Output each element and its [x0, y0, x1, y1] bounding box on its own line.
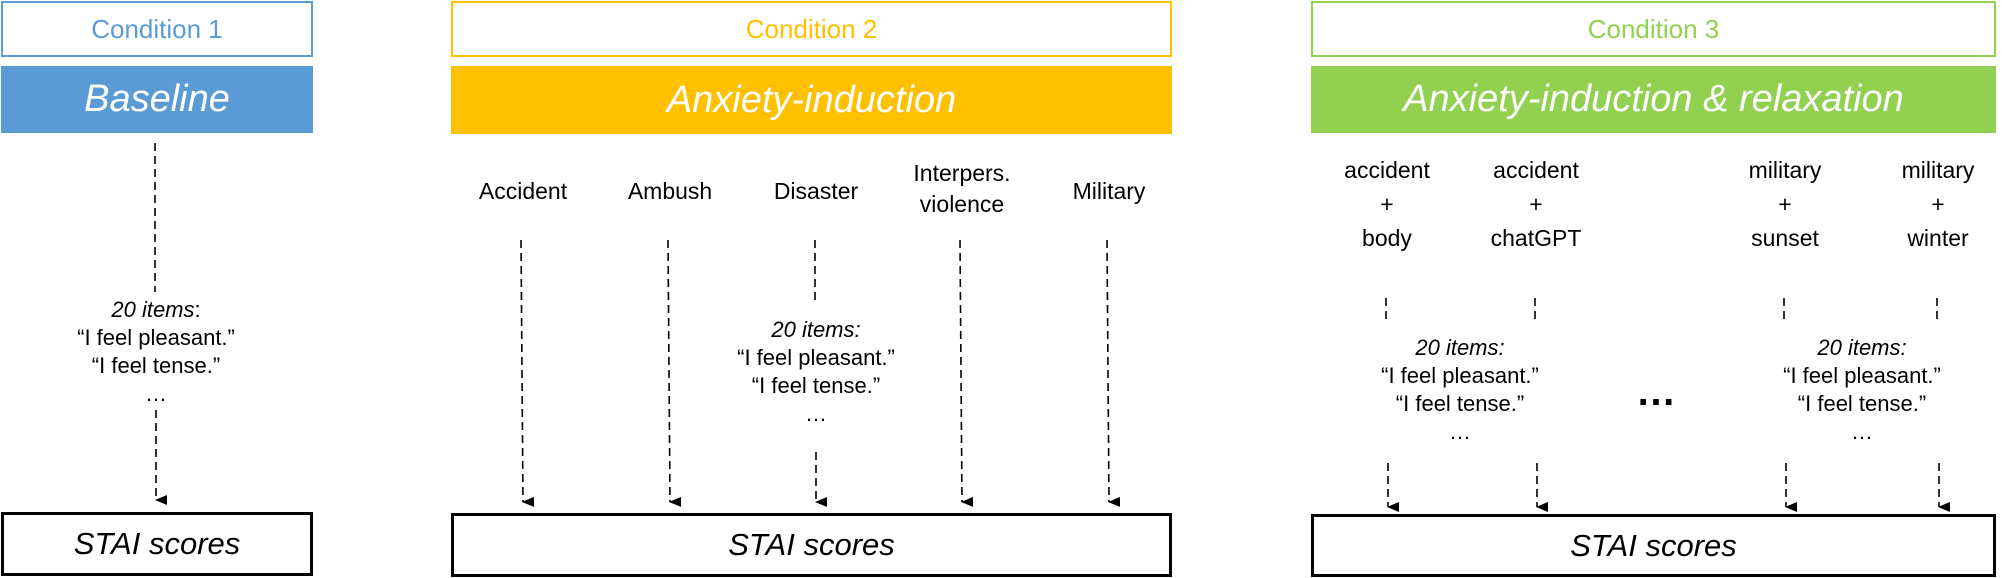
condition3-stai-box: STAI scores [1311, 514, 1996, 577]
label-line: sunset [1751, 225, 1819, 251]
label-line: body [1362, 225, 1412, 251]
narrative-interpersonal-violence: Interpers. violence [913, 158, 1010, 220]
combo-military-sunset: military + sunset [1749, 153, 1822, 255]
c2-arrow-ambush [667, 239, 682, 507]
label-line: Interpers. [913, 160, 1011, 186]
items-ellipsis: … [145, 381, 167, 406]
combo-accident-chatgpt: accident + chatGPT [1491, 153, 1582, 255]
narrative-ambush: Ambush [627, 178, 713, 204]
plus: + [1380, 191, 1394, 217]
items-count: 20 items: [771, 317, 861, 342]
label-line: military [1748, 157, 1822, 183]
condition3-items-right: 20 items: “I feel pleasant.” “I feel ten… [1783, 334, 1941, 446]
items-count: 20 items [111, 297, 195, 322]
item-line: “I feel pleasant.” [1381, 363, 1539, 388]
more-conditions-ellipsis: … [1636, 370, 1676, 414]
items-count: 20 items: [1415, 335, 1505, 360]
label-line: military [1901, 157, 1975, 183]
combo-military-winter: military + winter [1902, 153, 1975, 255]
items-ellipsis: … [1449, 419, 1471, 444]
condition1-items: 20 items: “I feel pleasant.” “I feel ten… [77, 296, 235, 408]
items-count: 20 items: [1817, 335, 1907, 360]
item-line: “I feel tense.” [751, 373, 881, 398]
c2-arrow-military [1106, 239, 1121, 507]
item-line: “I feel tense.” [1797, 391, 1927, 416]
label-line: accident [1344, 157, 1430, 183]
plus: + [1931, 191, 1945, 217]
condition2-stai-box: STAI scores [451, 513, 1172, 577]
c2-arrow-accident [520, 239, 535, 507]
narrative-disaster: Disaster [773, 178, 859, 204]
condition3-title: Anxiety-induction & relaxation [1311, 66, 1996, 133]
condition1-header: Condition 1 [1, 1, 313, 57]
label-line: winter [1907, 225, 1969, 251]
combo-accident-body: accident + body [1344, 153, 1430, 255]
condition3-header: Condition 3 [1311, 1, 1996, 57]
item-line: “I feel pleasant.” [737, 345, 895, 370]
narrative-military: Military [1072, 178, 1146, 204]
plus: + [1529, 191, 1543, 217]
c2-arrow-interpers [959, 239, 974, 507]
item-line: “I feel tense.” [91, 353, 221, 378]
label-line: violence [919, 191, 1005, 217]
condition2-title: Anxiety-induction [451, 66, 1172, 134]
item-line: “I feel pleasant.” [1783, 363, 1941, 388]
label-line: accident [1493, 157, 1579, 183]
items-ellipsis: … [805, 401, 827, 426]
item-line: “I feel tense.” [1395, 391, 1525, 416]
condition3-items-left: 20 items: “I feel pleasant.” “I feel ten… [1381, 334, 1539, 446]
condition2-header: Condition 2 [451, 1, 1172, 57]
condition1-stai-box: STAI scores [1, 512, 313, 576]
label-line: chatGPT [1490, 225, 1582, 251]
colon: : [194, 297, 201, 322]
condition2-items: 20 items: “I feel pleasant.” “I feel ten… [737, 316, 895, 428]
item-line: “I feel pleasant.” [77, 325, 235, 350]
narrative-accident: Accident [478, 178, 568, 204]
plus: + [1778, 191, 1792, 217]
items-ellipsis: … [1851, 419, 1873, 444]
condition1-title: Baseline [1, 66, 313, 133]
